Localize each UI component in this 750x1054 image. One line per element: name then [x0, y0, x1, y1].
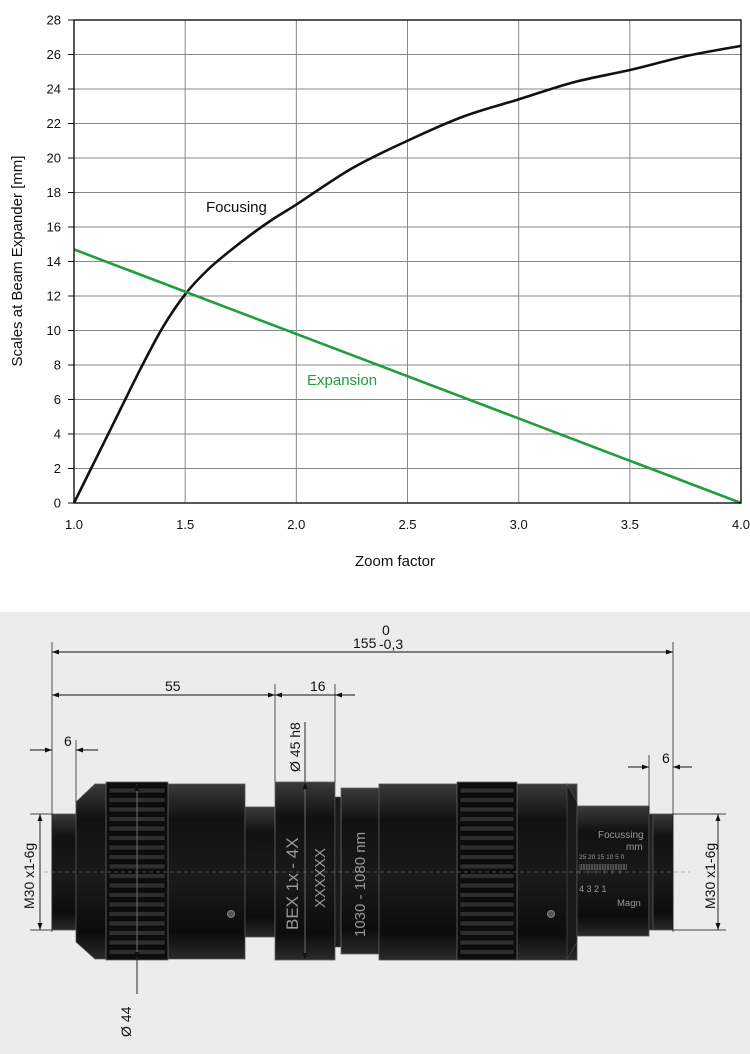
knurl-groove: [459, 816, 515, 822]
knurl-groove: [459, 854, 515, 860]
collar-diameter-label: Ø 45 h8: [287, 722, 303, 772]
knurl-groove: [459, 797, 515, 803]
zoom-chart: 1.0 1.5 2.0 2.5 3.0 3.5 4.00246810121416182022…: [9, 13, 750, 571]
dim-6-left: 6: [64, 733, 72, 749]
focus-scale: 25 20 15 10 5 0: [579, 854, 625, 861]
series-lines: [72, 44, 742, 505]
x-tick-label: 3.0: [510, 517, 528, 532]
scale-ticks: [579, 864, 627, 874]
knurl-groove: [459, 911, 515, 917]
knurl-groove: [459, 882, 515, 889]
knurl-groove: [459, 806, 515, 813]
x-tick-label: 4.0: [732, 517, 750, 532]
knurl-groove: [459, 835, 515, 841]
dim-overall-tol-upper: 0: [382, 622, 390, 638]
knurl-groove: [459, 863, 515, 870]
knurl-groove: [459, 920, 515, 927]
y-tick-label: 14: [47, 254, 61, 269]
magn-scale: 4 3 2 1: [579, 884, 607, 894]
right-knurl-grooves: [459, 787, 515, 955]
engrave-bex: BEX 1x - 4X: [283, 837, 302, 930]
dim-6-right: 6: [662, 750, 670, 766]
dim-55: 55: [165, 678, 181, 694]
series-line-1: [73, 248, 742, 505]
focussing-unit: mm: [626, 842, 643, 853]
engrave-serial: XXXXXX: [312, 848, 329, 908]
beam-expander-drawing: BEX 1x - 4X XXXXXX 1030 - 1080 nm Focuss…: [21, 622, 726, 1037]
x-tick-label: 2.0: [287, 517, 305, 532]
y-tick-label: 8: [54, 358, 61, 373]
knurl-groove: [459, 787, 515, 794]
y-tick-label: 10: [47, 323, 61, 338]
y-tick-label: 20: [47, 151, 61, 166]
y-tick-label: 4: [54, 427, 61, 442]
x-tick-label: 2.5: [398, 517, 416, 532]
right-taper: [566, 782, 578, 961]
series-label-focusing: Focusing: [206, 199, 267, 216]
y-tick-label: 16: [47, 220, 61, 235]
knurl-groove: [459, 844, 515, 851]
x-tick-label: 1.5: [176, 517, 194, 532]
y-tick-label: 18: [47, 185, 61, 200]
y-tick-label: 22: [47, 116, 61, 131]
series-line-0: [72, 44, 742, 504]
left-screw-icon: [227, 910, 235, 918]
lens-body: [44, 781, 690, 961]
x-axis-label: Zoom factor: [355, 553, 435, 570]
tick-labels: 1.0 1.5 2.0 2.5 3.0 3.5 4.00246810121416182022…: [47, 13, 750, 533]
knurl-groove: [459, 949, 515, 955]
series-label-expansion: Expansion: [307, 372, 377, 389]
wavelength-ring: [340, 787, 380, 955]
dimension-lines: [30, 649, 721, 994]
y-tick-label: 28: [47, 13, 61, 28]
thread-left-label: M30 x1-6g: [21, 843, 37, 909]
y-tick-label: 24: [47, 82, 61, 97]
dimension-drawing-panel: BEX 1x - 4X XXXXXX 1030 - 1080 nm Focuss…: [0, 612, 750, 1054]
body-diameter-label: Ø 44: [118, 1006, 134, 1037]
focussing-label: Focussing: [598, 830, 644, 841]
y-tick-label: 26: [47, 47, 61, 62]
y-tick-label: 6: [54, 392, 61, 407]
thread-right-label: M30 x1-6g: [702, 843, 718, 909]
x-tick-label: 3.5: [621, 517, 639, 532]
engrave-wavelength: 1030 - 1080 nm: [352, 832, 369, 937]
knurl-groove: [459, 873, 515, 879]
y-tick-label: 0: [54, 496, 61, 511]
magn-label: Magn: [617, 898, 641, 909]
knurl-groove: [459, 825, 515, 832]
y-tick-label: 12: [47, 289, 61, 304]
knurl-groove: [459, 939, 515, 946]
knurl-groove: [459, 930, 515, 936]
knurl-groove: [459, 901, 515, 908]
dim-overall-length: 155: [353, 635, 377, 651]
y-axis-label: Scales at Beam Expander [mm]: [9, 156, 26, 367]
dim-overall-tol-lower: -0,3: [379, 636, 403, 652]
knurl-groove: [459, 892, 515, 898]
y-tick-label: 2: [54, 461, 61, 476]
right-screw-icon: [547, 910, 555, 918]
x-tick-label: 1.0: [65, 517, 83, 532]
dim-16: 16: [310, 678, 326, 694]
